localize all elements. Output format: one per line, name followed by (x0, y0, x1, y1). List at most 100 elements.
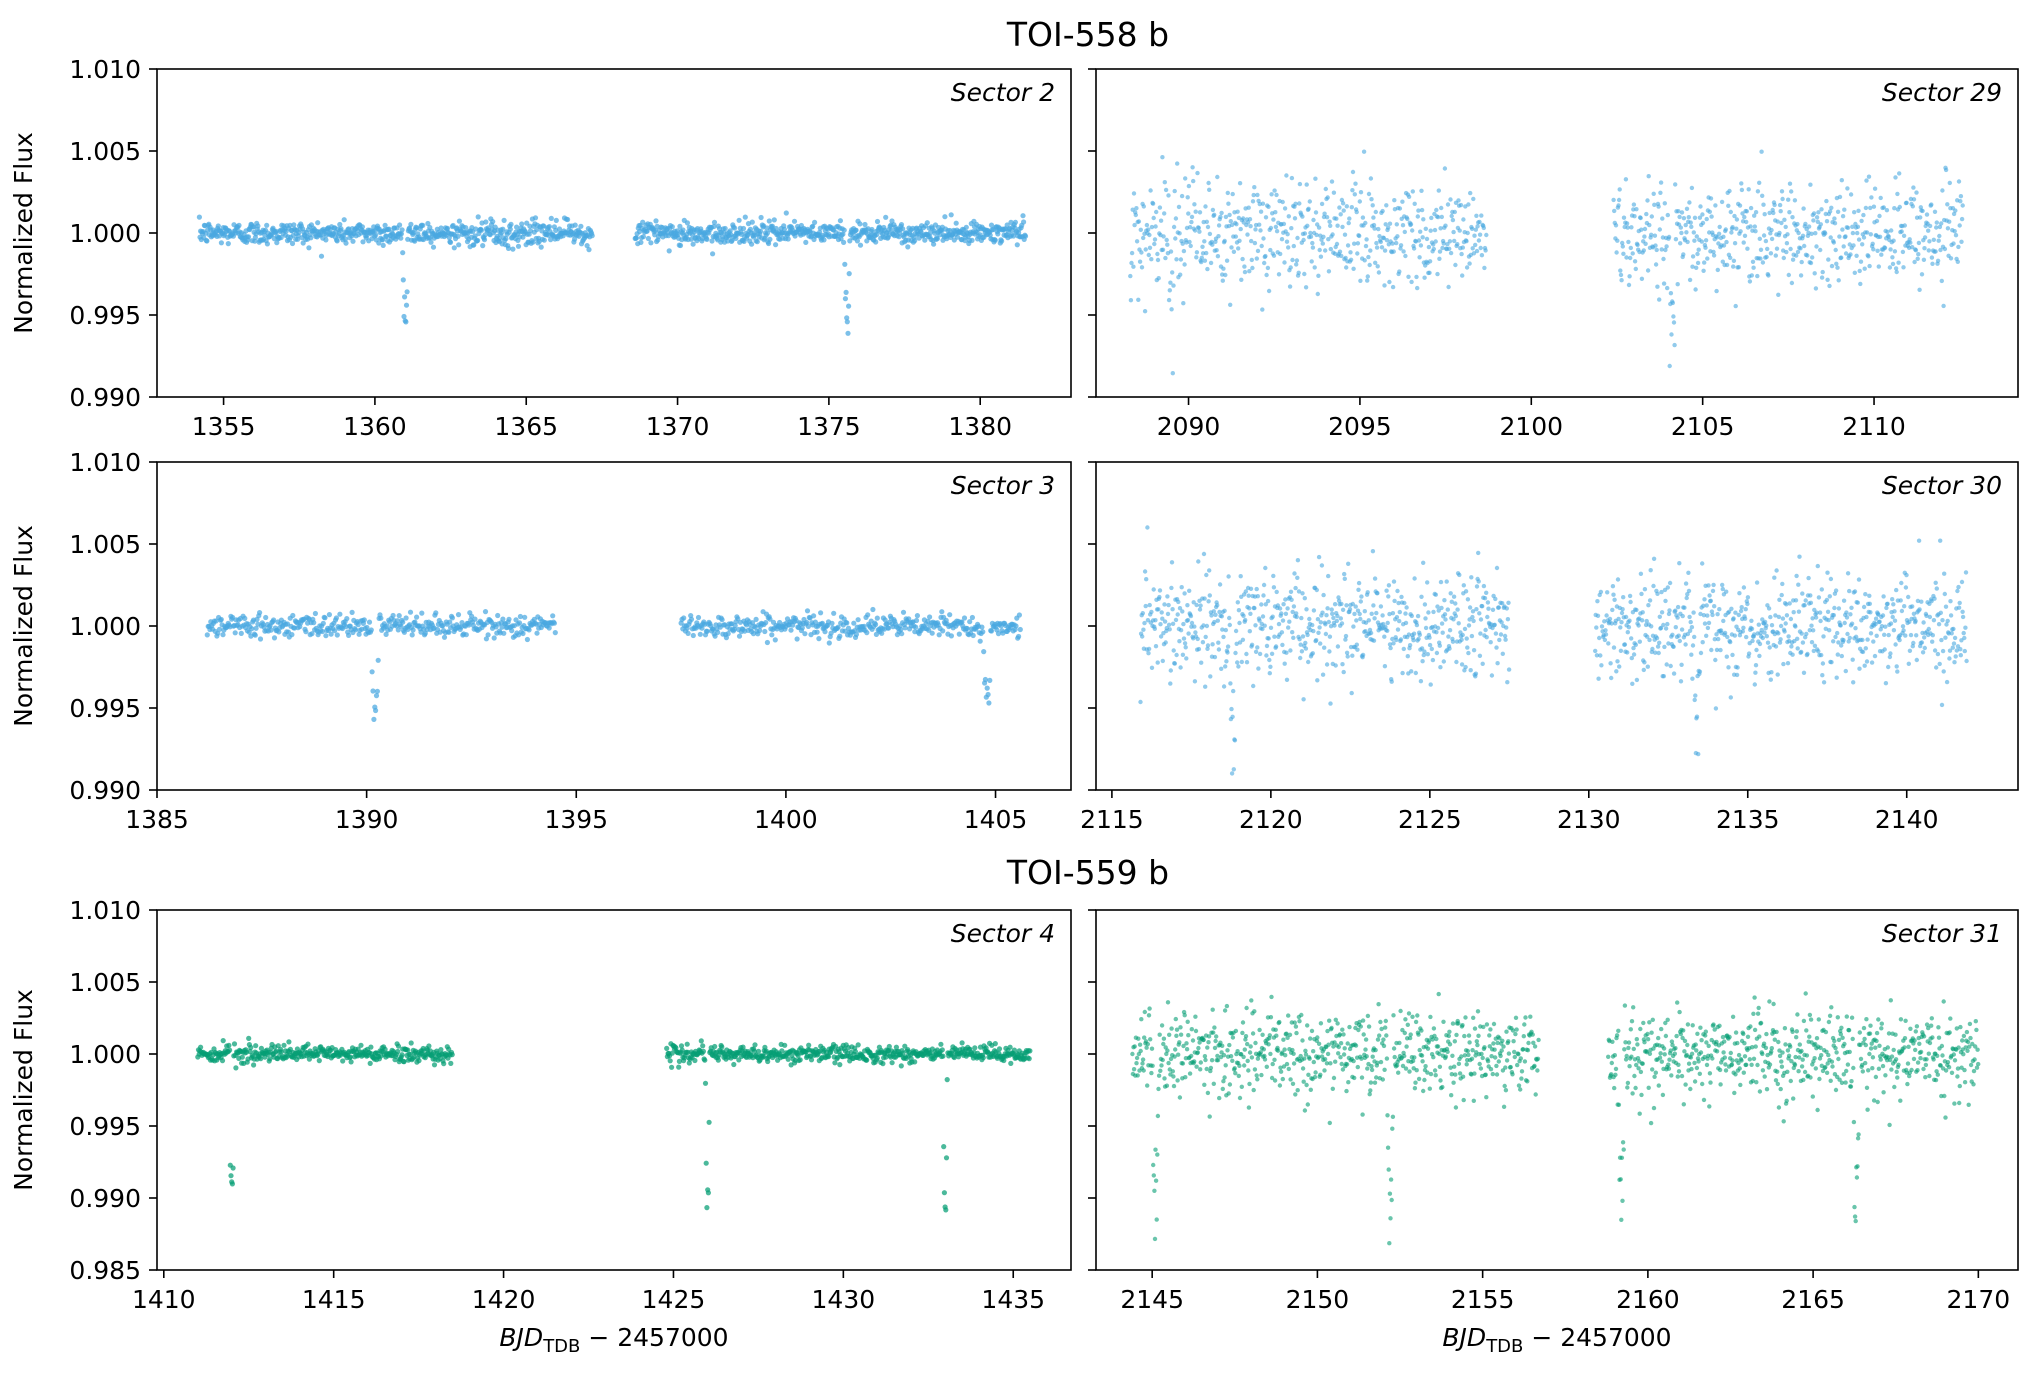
flux-point (1302, 596, 1308, 601)
flux-point (754, 239, 760, 245)
flux-point (1808, 182, 1813, 187)
flux-point (1251, 192, 1256, 198)
flux-point (1916, 240, 1922, 246)
flux-point (905, 244, 911, 250)
flux-point (1707, 209, 1713, 214)
flux-point (1314, 232, 1319, 238)
flux-point (1711, 249, 1716, 255)
flux-point (1429, 215, 1434, 221)
flux-point (1332, 602, 1338, 607)
flux-point (1247, 269, 1252, 274)
flux-point (1294, 611, 1299, 616)
flux-point (1893, 266, 1899, 271)
flux-point (1777, 230, 1782, 236)
flux-point (1178, 272, 1183, 277)
flux-point (1721, 234, 1726, 239)
flux-point (1439, 205, 1444, 211)
flux-point (232, 630, 238, 636)
flux-point (1464, 265, 1470, 270)
flux-point (1776, 614, 1782, 620)
flux-point (1814, 610, 1819, 615)
transit-point (1692, 697, 1697, 703)
flux-point (1160, 247, 1166, 252)
transit-point (1171, 283, 1176, 288)
flux-point (1785, 232, 1790, 237)
flux-point (1947, 648, 1953, 653)
flux-point (1320, 610, 1325, 615)
flux-point (1242, 264, 1247, 269)
flux-point (1020, 213, 1026, 219)
flux-point (1432, 227, 1438, 233)
flux-point (1464, 636, 1469, 641)
flux-point (1428, 682, 1433, 687)
flux-point (1766, 606, 1772, 611)
flux-point (1929, 202, 1934, 207)
flux-point (1857, 666, 1862, 671)
flux-point (1781, 661, 1786, 667)
flux-point (1253, 623, 1258, 628)
flux-point (1917, 607, 1922, 612)
flux-point (1333, 663, 1338, 668)
flux-point (740, 225, 747, 232)
flux-point (1958, 199, 1963, 204)
flux-point (1935, 651, 1941, 657)
flux-point (1857, 268, 1862, 274)
flux-point (1914, 633, 1919, 638)
flux-point (1205, 646, 1210, 651)
flux-point (1424, 236, 1430, 242)
flux-point (1506, 667, 1512, 672)
flux-point (1886, 234, 1891, 239)
flux-point (1204, 623, 1210, 629)
flux-point (1194, 602, 1199, 608)
flux-point (1185, 603, 1190, 608)
flux-point (1833, 588, 1839, 593)
flux-point (1257, 222, 1262, 227)
y-tick-label: 1.000 (69, 219, 141, 248)
flux-point (766, 240, 772, 247)
flux-point (1459, 251, 1464, 257)
flux-point (1147, 245, 1153, 250)
flux-point (1673, 182, 1678, 187)
flux-point (1255, 192, 1260, 198)
flux-point (1613, 223, 1619, 228)
flux-point (1621, 595, 1626, 600)
flux-point (1193, 630, 1198, 635)
flux-point (1901, 265, 1906, 270)
flux-point (1719, 199, 1725, 205)
flux-point (1352, 611, 1357, 617)
flux-point (1355, 241, 1361, 246)
flux-point (1683, 642, 1688, 647)
flux-point (1647, 637, 1652, 643)
panel-top-left: 1355 1360 1365 1370 1375 13800.9900.9951.0001… (9, 55, 1072, 441)
flux-point (1697, 669, 1703, 674)
x-tick-label: 2125 (1398, 805, 1462, 834)
flux-point (1807, 628, 1813, 633)
flux-point (1787, 210, 1792, 215)
flux-point (1911, 611, 1917, 616)
flux-point (1742, 214, 1747, 220)
flux-point (810, 223, 816, 229)
flux-point (1245, 232, 1250, 237)
flux-point (475, 214, 481, 220)
flux-point (1401, 249, 1406, 254)
flux-point (1625, 650, 1630, 655)
transit-point (1170, 371, 1176, 376)
flux-point (684, 220, 691, 226)
flux-point (1220, 278, 1226, 283)
flux-point (337, 221, 343, 228)
transit-point (230, 1165, 236, 1171)
flux-point (395, 627, 401, 633)
flux-point (1683, 222, 1688, 228)
flux-point (1422, 602, 1428, 607)
flux-point (1800, 591, 1805, 596)
y-tick-label: 1.005 (69, 530, 141, 559)
flux-point (1823, 626, 1829, 631)
flux-point (723, 635, 730, 641)
flux-point (373, 232, 379, 238)
flux-point (1910, 204, 1916, 209)
flux-point (1732, 241, 1738, 246)
flux-point (1462, 626, 1468, 632)
flux-point (196, 214, 202, 220)
flux-point (1218, 214, 1223, 220)
y-tick-label: 0.990 (69, 383, 141, 412)
